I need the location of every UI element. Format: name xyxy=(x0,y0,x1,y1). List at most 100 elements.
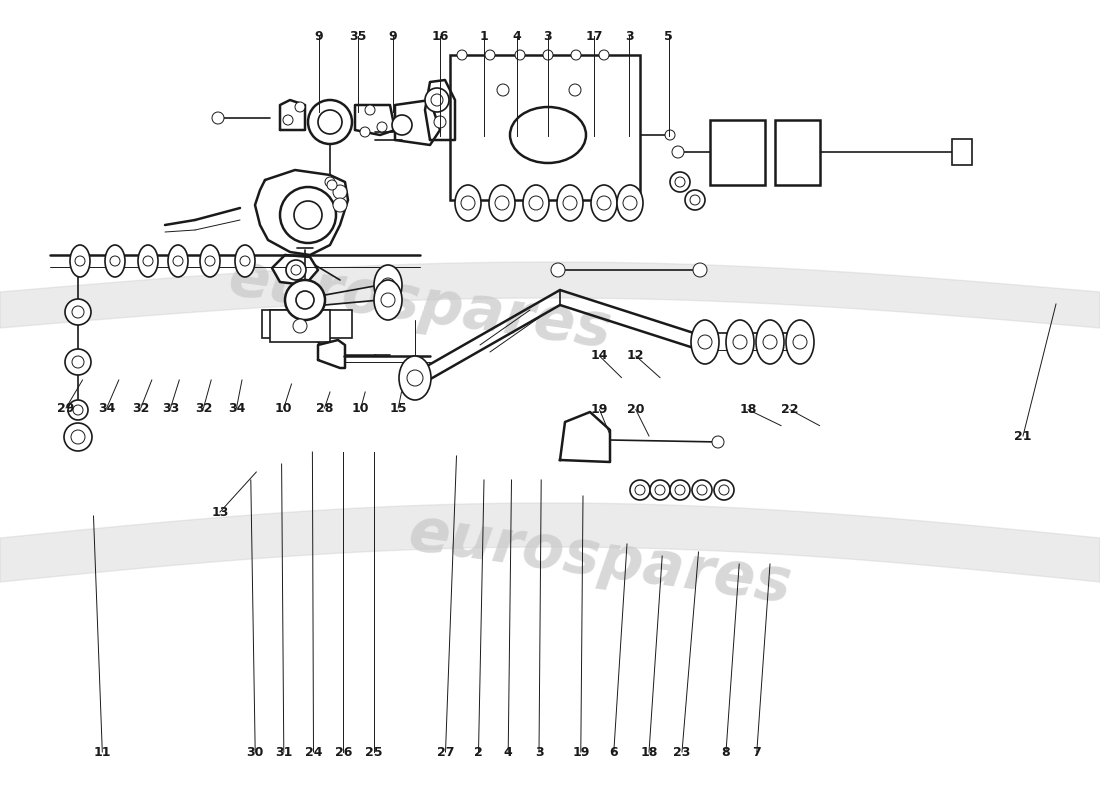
Circle shape xyxy=(685,190,705,210)
Text: 9: 9 xyxy=(388,30,397,42)
Ellipse shape xyxy=(726,320,754,364)
Ellipse shape xyxy=(557,185,583,221)
Circle shape xyxy=(434,116,446,128)
Circle shape xyxy=(333,185,346,199)
Text: 28: 28 xyxy=(316,402,333,414)
Ellipse shape xyxy=(235,245,255,277)
Circle shape xyxy=(763,335,777,349)
Circle shape xyxy=(650,480,670,500)
Circle shape xyxy=(692,480,712,500)
Circle shape xyxy=(497,84,509,96)
Ellipse shape xyxy=(374,280,401,320)
Circle shape xyxy=(733,335,747,349)
Circle shape xyxy=(675,485,685,495)
Circle shape xyxy=(690,195,700,205)
Circle shape xyxy=(666,130,675,140)
Text: 10: 10 xyxy=(275,402,293,414)
Circle shape xyxy=(72,306,84,318)
Circle shape xyxy=(365,105,375,115)
Text: 3: 3 xyxy=(625,30,634,42)
Circle shape xyxy=(318,110,342,134)
Polygon shape xyxy=(355,105,395,135)
Circle shape xyxy=(551,263,565,277)
Ellipse shape xyxy=(200,245,220,277)
Circle shape xyxy=(240,256,250,266)
Text: 19: 19 xyxy=(591,403,608,416)
Circle shape xyxy=(73,405,82,415)
Circle shape xyxy=(72,430,85,444)
Circle shape xyxy=(324,177,336,187)
Circle shape xyxy=(64,423,92,451)
Circle shape xyxy=(294,201,322,229)
Text: 35: 35 xyxy=(349,30,366,42)
Circle shape xyxy=(295,102,305,112)
Polygon shape xyxy=(425,80,455,140)
Text: 2: 2 xyxy=(474,746,483,758)
Circle shape xyxy=(65,349,91,375)
Text: 34: 34 xyxy=(98,402,116,414)
Circle shape xyxy=(360,127,370,137)
Circle shape xyxy=(327,180,337,190)
Text: eurospares: eurospares xyxy=(405,504,795,616)
Circle shape xyxy=(698,335,712,349)
Circle shape xyxy=(712,436,724,448)
Text: 32: 32 xyxy=(132,402,150,414)
Circle shape xyxy=(485,50,495,60)
Circle shape xyxy=(670,480,690,500)
Text: 33: 33 xyxy=(162,402,179,414)
Circle shape xyxy=(173,256,183,266)
Circle shape xyxy=(630,480,650,500)
Text: 15: 15 xyxy=(389,402,407,414)
Bar xyxy=(262,310,352,338)
Circle shape xyxy=(286,260,306,280)
Text: 18: 18 xyxy=(640,746,658,758)
Circle shape xyxy=(693,263,707,277)
Ellipse shape xyxy=(138,245,158,277)
Text: 30: 30 xyxy=(246,746,264,758)
Circle shape xyxy=(495,196,509,210)
Text: 5: 5 xyxy=(664,30,673,42)
Text: 22: 22 xyxy=(781,403,799,416)
Circle shape xyxy=(543,50,553,60)
Text: 3: 3 xyxy=(543,30,552,42)
Circle shape xyxy=(285,280,324,320)
Bar xyxy=(776,120,820,185)
Circle shape xyxy=(280,187,336,243)
Bar xyxy=(450,55,640,200)
Circle shape xyxy=(569,84,581,96)
Circle shape xyxy=(407,370,424,386)
Circle shape xyxy=(110,256,120,266)
Text: 10: 10 xyxy=(352,402,370,414)
Text: 19: 19 xyxy=(572,746,590,758)
Ellipse shape xyxy=(522,185,549,221)
Text: 25: 25 xyxy=(365,746,383,758)
Text: 27: 27 xyxy=(437,746,454,758)
Ellipse shape xyxy=(104,245,125,277)
Circle shape xyxy=(515,50,525,60)
Text: eurospares: eurospares xyxy=(224,249,616,361)
Text: 16: 16 xyxy=(431,30,449,42)
Circle shape xyxy=(623,196,637,210)
Circle shape xyxy=(65,299,91,325)
Ellipse shape xyxy=(168,245,188,277)
Text: 29: 29 xyxy=(57,402,75,414)
Circle shape xyxy=(72,356,84,368)
Circle shape xyxy=(670,172,690,192)
Text: 24: 24 xyxy=(305,746,322,758)
Circle shape xyxy=(212,112,224,124)
Circle shape xyxy=(714,480,734,500)
Text: 9: 9 xyxy=(315,30,323,42)
Text: 26: 26 xyxy=(334,746,352,758)
Ellipse shape xyxy=(70,245,90,277)
Circle shape xyxy=(381,278,395,292)
Ellipse shape xyxy=(591,185,617,221)
Circle shape xyxy=(431,94,443,106)
Circle shape xyxy=(635,485,645,495)
Circle shape xyxy=(292,265,301,275)
Ellipse shape xyxy=(490,185,515,221)
Circle shape xyxy=(719,485,729,495)
Text: 4: 4 xyxy=(513,30,521,42)
Circle shape xyxy=(571,50,581,60)
Polygon shape xyxy=(255,170,348,255)
Text: 11: 11 xyxy=(94,746,111,758)
